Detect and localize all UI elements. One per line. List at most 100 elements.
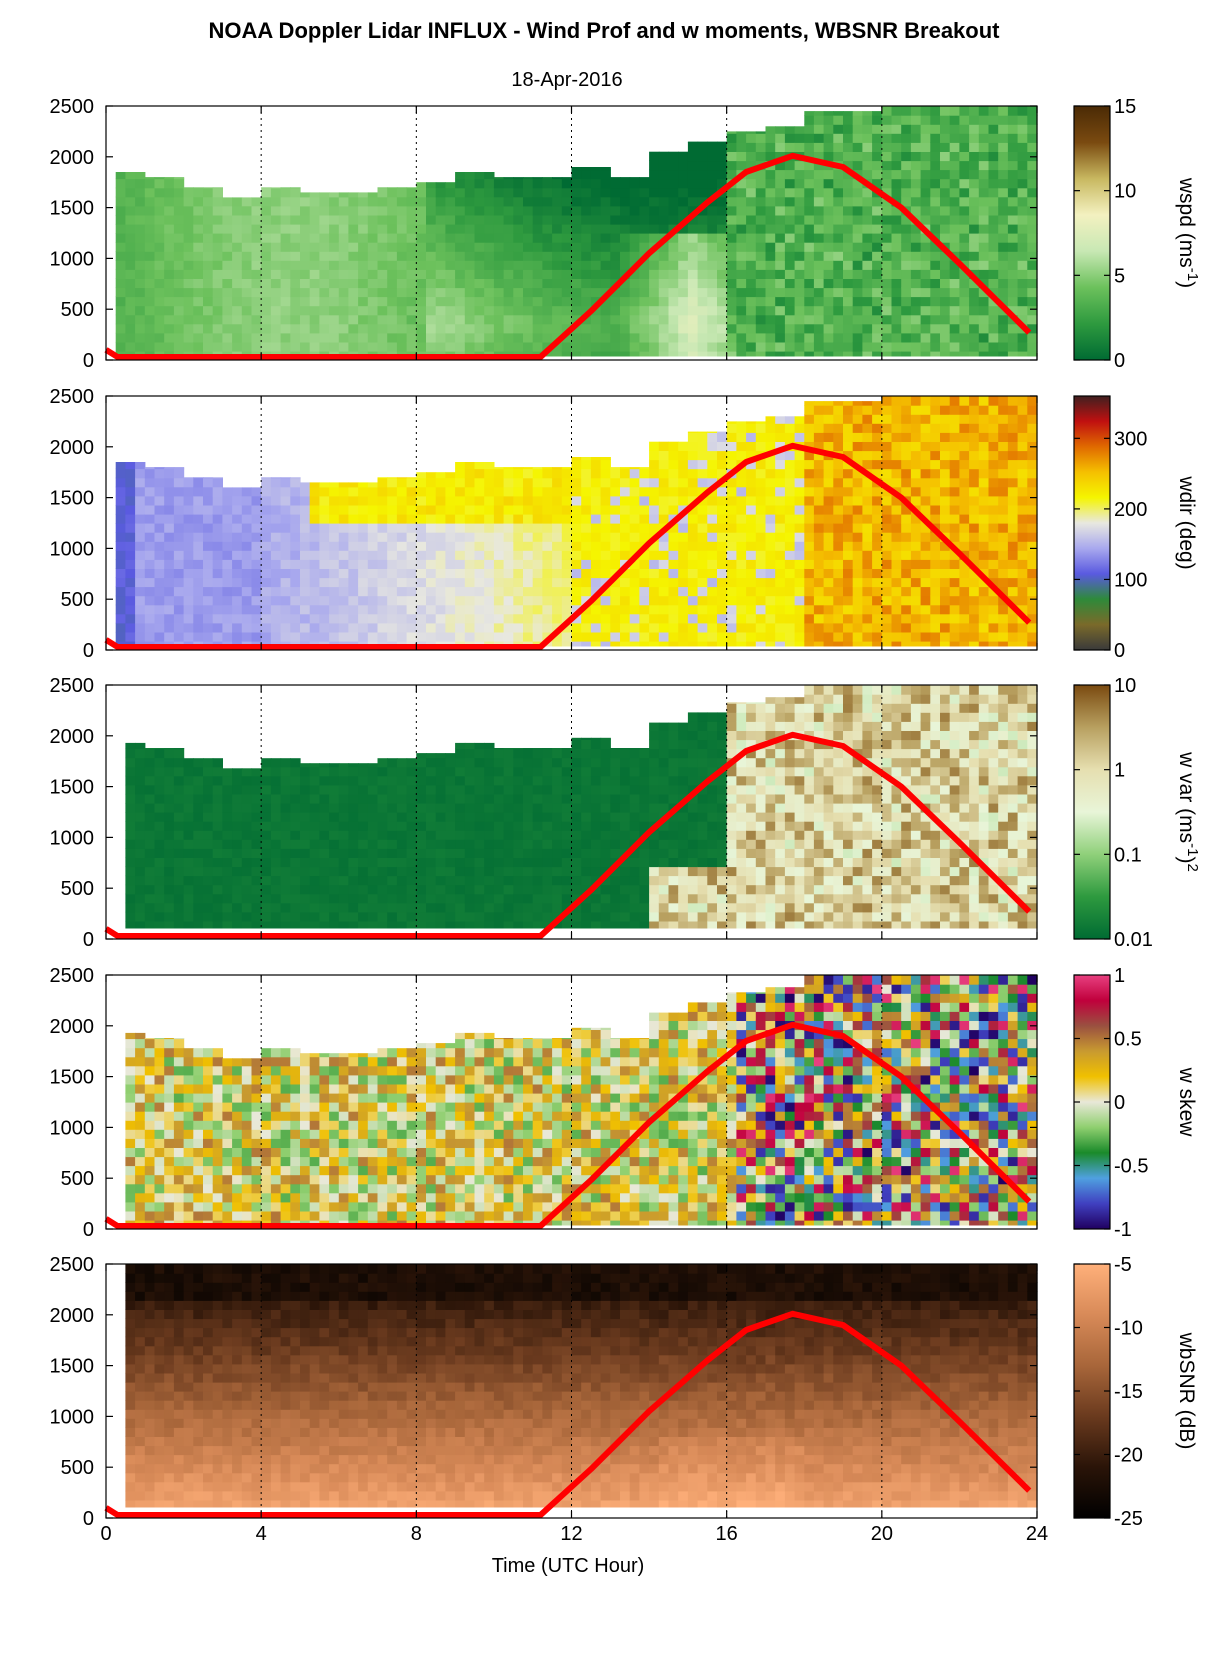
heatmap-cell (813, 242, 825, 252)
heatmap-cell (435, 233, 446, 243)
heatmap-cell (270, 504, 282, 515)
heatmap-cell (290, 495, 301, 506)
heatmap-cell (765, 486, 776, 497)
heatmap-cell (115, 205, 126, 216)
heatmap-cell (241, 784, 253, 795)
heatmap-cell (532, 467, 543, 470)
heatmap-cell (319, 857, 330, 868)
heatmap-cell (115, 341, 126, 352)
heatmap-cell (726, 586, 737, 597)
heatmap-cell (222, 875, 233, 886)
heatmap-cell (649, 450, 660, 461)
heatmap-cell (144, 223, 156, 234)
heatmap-cell (261, 214, 272, 225)
heatmap-cell (920, 332, 931, 343)
heatmap-cell (610, 196, 621, 207)
heatmap-cell (280, 477, 291, 488)
heatmap-cell (852, 260, 863, 270)
heatmap-cell (426, 631, 437, 642)
heatmap-cell (251, 532, 262, 542)
heatmap-cell (523, 613, 534, 624)
heatmap-cell (978, 269, 990, 279)
heatmap-cell (358, 305, 369, 316)
heatmap-cell (290, 187, 301, 198)
heatmap-cell (493, 251, 505, 261)
heatmap-cell (261, 314, 272, 325)
heatmap-cell (154, 350, 165, 357)
heatmap-cell (251, 893, 262, 904)
heatmap-cell (697, 242, 708, 252)
heatmap-cell (1017, 414, 1028, 424)
heatmap-cell (367, 523, 379, 533)
heatmap-cell (813, 568, 825, 579)
heatmap-cell (930, 604, 941, 615)
heatmap-cell (251, 513, 262, 524)
heatmap-cell (988, 396, 999, 406)
heatmap-cell (561, 613, 573, 624)
heatmap-cell (193, 242, 204, 252)
heatmap-cell (610, 287, 621, 298)
heatmap-cell (978, 115, 990, 125)
heatmap-cell (794, 214, 805, 225)
heatmap-cell (707, 441, 718, 452)
heatmap-cell (658, 631, 670, 642)
heatmap-cell (862, 504, 873, 515)
heatmap-cell (746, 278, 757, 289)
heatmap-cell (891, 124, 902, 134)
heatmap-cell (755, 613, 767, 624)
heatmap-cell (998, 133, 1009, 143)
heatmap-cell (581, 504, 592, 515)
heatmap-cell (135, 622, 146, 633)
heatmap-cell (523, 622, 534, 633)
heatmap-cell (552, 604, 563, 615)
heatmap-cell (910, 631, 922, 642)
heatmap-cell (1017, 142, 1028, 152)
heatmap-cell (435, 472, 446, 479)
heatmap-cell (358, 866, 369, 877)
heatmap-cell (852, 595, 863, 606)
heatmap-cell (794, 486, 805, 497)
heatmap-cell (639, 486, 650, 497)
heatmap-cell (193, 287, 204, 298)
heatmap-cell (115, 586, 126, 597)
heatmap-cell (173, 260, 185, 270)
heatmap-cell (910, 178, 922, 189)
heatmap-cell (765, 169, 776, 180)
heatmap-cell (988, 169, 999, 180)
heatmap-cell (329, 920, 340, 929)
heatmap-cell (183, 541, 194, 551)
heatmap-cell (755, 305, 767, 316)
heatmap-cell (784, 577, 796, 588)
heatmap-cell (503, 323, 514, 334)
heatmap-cell (377, 477, 388, 488)
heatmap-cell (212, 758, 223, 768)
heatmap-cell (843, 401, 854, 406)
heatmap-cell (901, 622, 912, 633)
heatmap-cell (862, 111, 873, 116)
heatmap-cell (891, 523, 902, 533)
heatmap-cell (620, 523, 631, 533)
heatmap-cell (561, 305, 573, 316)
heatmap-cell (813, 260, 825, 270)
heatmap-cell (639, 595, 650, 606)
heatmap-cell (552, 187, 563, 198)
heatmap-cell (183, 802, 194, 813)
heatmap-cell (426, 550, 437, 560)
heatmap-cell (164, 287, 175, 298)
heatmap-cell (978, 631, 990, 642)
heatmap-cell (620, 305, 631, 316)
heatmap-cell (503, 269, 514, 279)
heatmap-cell (804, 160, 815, 171)
heatmap-cell (678, 513, 689, 524)
heatmap-cell (338, 875, 350, 886)
heatmap-cell (940, 106, 951, 116)
heatmap-cell (930, 468, 941, 479)
heatmap-cell (261, 766, 272, 777)
heatmap-cell (813, 111, 825, 116)
heatmap-cell (658, 477, 670, 488)
heatmap-cell (406, 314, 417, 325)
heatmap-cell (891, 532, 902, 542)
heatmap-cell (358, 278, 369, 289)
heatmap-cell (581, 314, 592, 325)
heatmap-cell (872, 595, 883, 606)
